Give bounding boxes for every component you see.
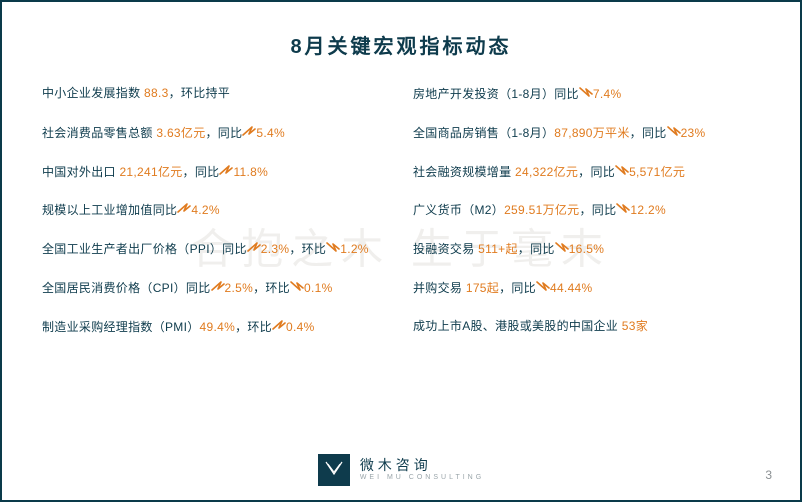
metric-row-right-3: 广义货币（M2）259.51万亿元，同比 12.2% [413,201,760,219]
metric-label: 中国对外出口 [42,165,119,179]
metric-value: 87,890万平米 [554,126,629,140]
brand-text: 微木咨询 WEI MU CONSULTING [360,458,484,481]
metric-change: 4.2% [191,203,220,217]
metric-label: 全国居民消费价格（CPI）同比 [42,281,211,295]
metric-row-right-2: 社会融资规模增量 24,322亿元，同比 5,571亿元 [413,163,760,181]
metric-change: 16.5% [569,242,605,256]
metric-change: 5,571亿元 [629,165,685,179]
metric-change: 44.44% [550,281,593,295]
metric-label: 社会融资规模增量 [413,165,515,179]
metric-row-right-5: 并购交易 175起，同比 44.44% [413,279,760,297]
metric-row-left-5: 全国居民消费价格（CPI）同比 2.5%，环比 0.1% [42,279,389,297]
metric-label: 广义货币（M2） [413,203,504,217]
metric-mid: ，同比 [578,165,615,179]
metric-value: 53家 [622,319,648,333]
arrow-up-icon [247,240,261,254]
metric-label: 全国工业生产者出厂价格（PPI）同比 [42,242,247,256]
metric-mid2: ，环比 [253,281,290,295]
metric-mid: ，环比持平 [169,86,231,100]
arrow-down-icon [536,279,550,293]
metric-value: 3.63亿元 [156,126,205,140]
metric-label: 并购交易 [413,281,466,295]
brand-name-en: WEI MU CONSULTING [360,474,484,482]
metric-value: 24,322亿元 [515,165,578,179]
metrics-grid: 中小企业发展指数 88.3，环比持平 房地产开发投资（1-8月）同比 7.4% 社会消… [42,85,760,336]
arrow-up-icon [177,201,191,215]
metric-row-right-4: 投融资交易 511+起，同比 16.5% [413,240,760,258]
metric-row-left-1: 社会消费品零售总额 3.63亿元，同比 5.4% [42,124,389,142]
arrow-down-icon [579,85,593,99]
logo-icon [318,454,350,486]
arrow-up-icon [272,318,286,332]
arrow-up-icon [219,163,233,177]
metric-change: 2.5% [225,281,254,295]
brand-name-cn: 微木咨询 [360,458,484,473]
brand-logo: 微木咨询 WEI MU CONSULTING [318,454,484,486]
arrow-up-icon [242,124,256,138]
metric-label: 成功上市A股、港股或美股的中国企业 [413,319,622,333]
metric-value: 511+起 [478,242,518,256]
metric-label: 中小企业发展指数 [42,86,144,100]
metric-value: 259.51万亿元 [504,203,579,217]
metric-mid: ，同比 [183,165,220,179]
metric-mid: ，同比 [499,281,536,295]
metric-mid: ，同比 [579,203,616,217]
metric-row-right-1: 全国商品房销售（1-8月）87,890万平米，同比 23% [413,124,760,142]
metric-row-left-2: 中国对外出口 21,241亿元，同比 11.8% [42,163,389,181]
metric-label: 社会消费品零售总额 [42,126,156,140]
metric-label: 规模以上工业增加值同比 [42,203,177,217]
metric-label: 全国商品房销售（1-8月） [413,126,554,140]
arrow-down-icon [667,124,681,138]
arrow-down-icon [326,240,340,254]
metric-row-left-6: 制造业采购经理指数（PMI）49.4%，环比 0.4% [42,318,389,336]
metric-change: 5.4% [256,126,285,140]
metric-mid: ，同比 [630,126,667,140]
metric-change: 2.3% [261,242,290,256]
metric-change: 7.4% [593,87,622,101]
slide-frame: 合抱之木 生于毫末 8月关键宏观指标动态 中小企业发展指数 88.3，环比持平房… [0,0,802,502]
metric-row-left-0: 中小企业发展指数 88.3，环比持平 [42,85,389,103]
footer: 微木咨询 WEI MU CONSULTING [2,454,800,486]
arrow-down-icon [616,201,630,215]
metric-mid: ，同比 [206,126,243,140]
metric-mid: ，同比 [518,242,555,256]
metric-label: 房地产开发投资（1-8月）同比 [413,87,579,101]
metric-value: 49.4% [200,320,236,334]
metric-mid: ，环比 [235,320,272,334]
metric-change2: 1.2% [340,242,369,256]
metric-change2: 0.1% [304,281,333,295]
metric-value: 88.3 [144,86,169,100]
metric-mid2: ，环比 [289,242,326,256]
metric-change: 0.4% [286,320,315,334]
metric-value: 175起 [466,281,499,295]
metric-change: 23% [681,126,706,140]
arrow-down-icon [290,279,304,293]
metric-row-right-0: 房地产开发投资（1-8月）同比 7.4% [413,85,760,103]
page-title: 8月关键宏观指标动态 [42,30,760,59]
metric-value: 21,241亿元 [119,165,182,179]
arrow-down-icon [555,240,569,254]
arrow-up-icon [211,279,225,293]
metric-change: 12.2% [630,203,666,217]
metric-row-left-3: 规模以上工业增加值同比 4.2% [42,201,389,219]
arrow-down-icon [615,163,629,177]
metric-row-right-6: 成功上市A股、港股或美股的中国企业 53家 [413,318,760,336]
metric-label: 制造业采购经理指数（PMI） [42,320,200,334]
metric-label: 投融资交易 [413,242,478,256]
metric-row-left-4: 全国工业生产者出厂价格（PPI）同比 2.3%，环比 1.2% [42,240,389,258]
metric-change: 11.8% [233,165,268,179]
